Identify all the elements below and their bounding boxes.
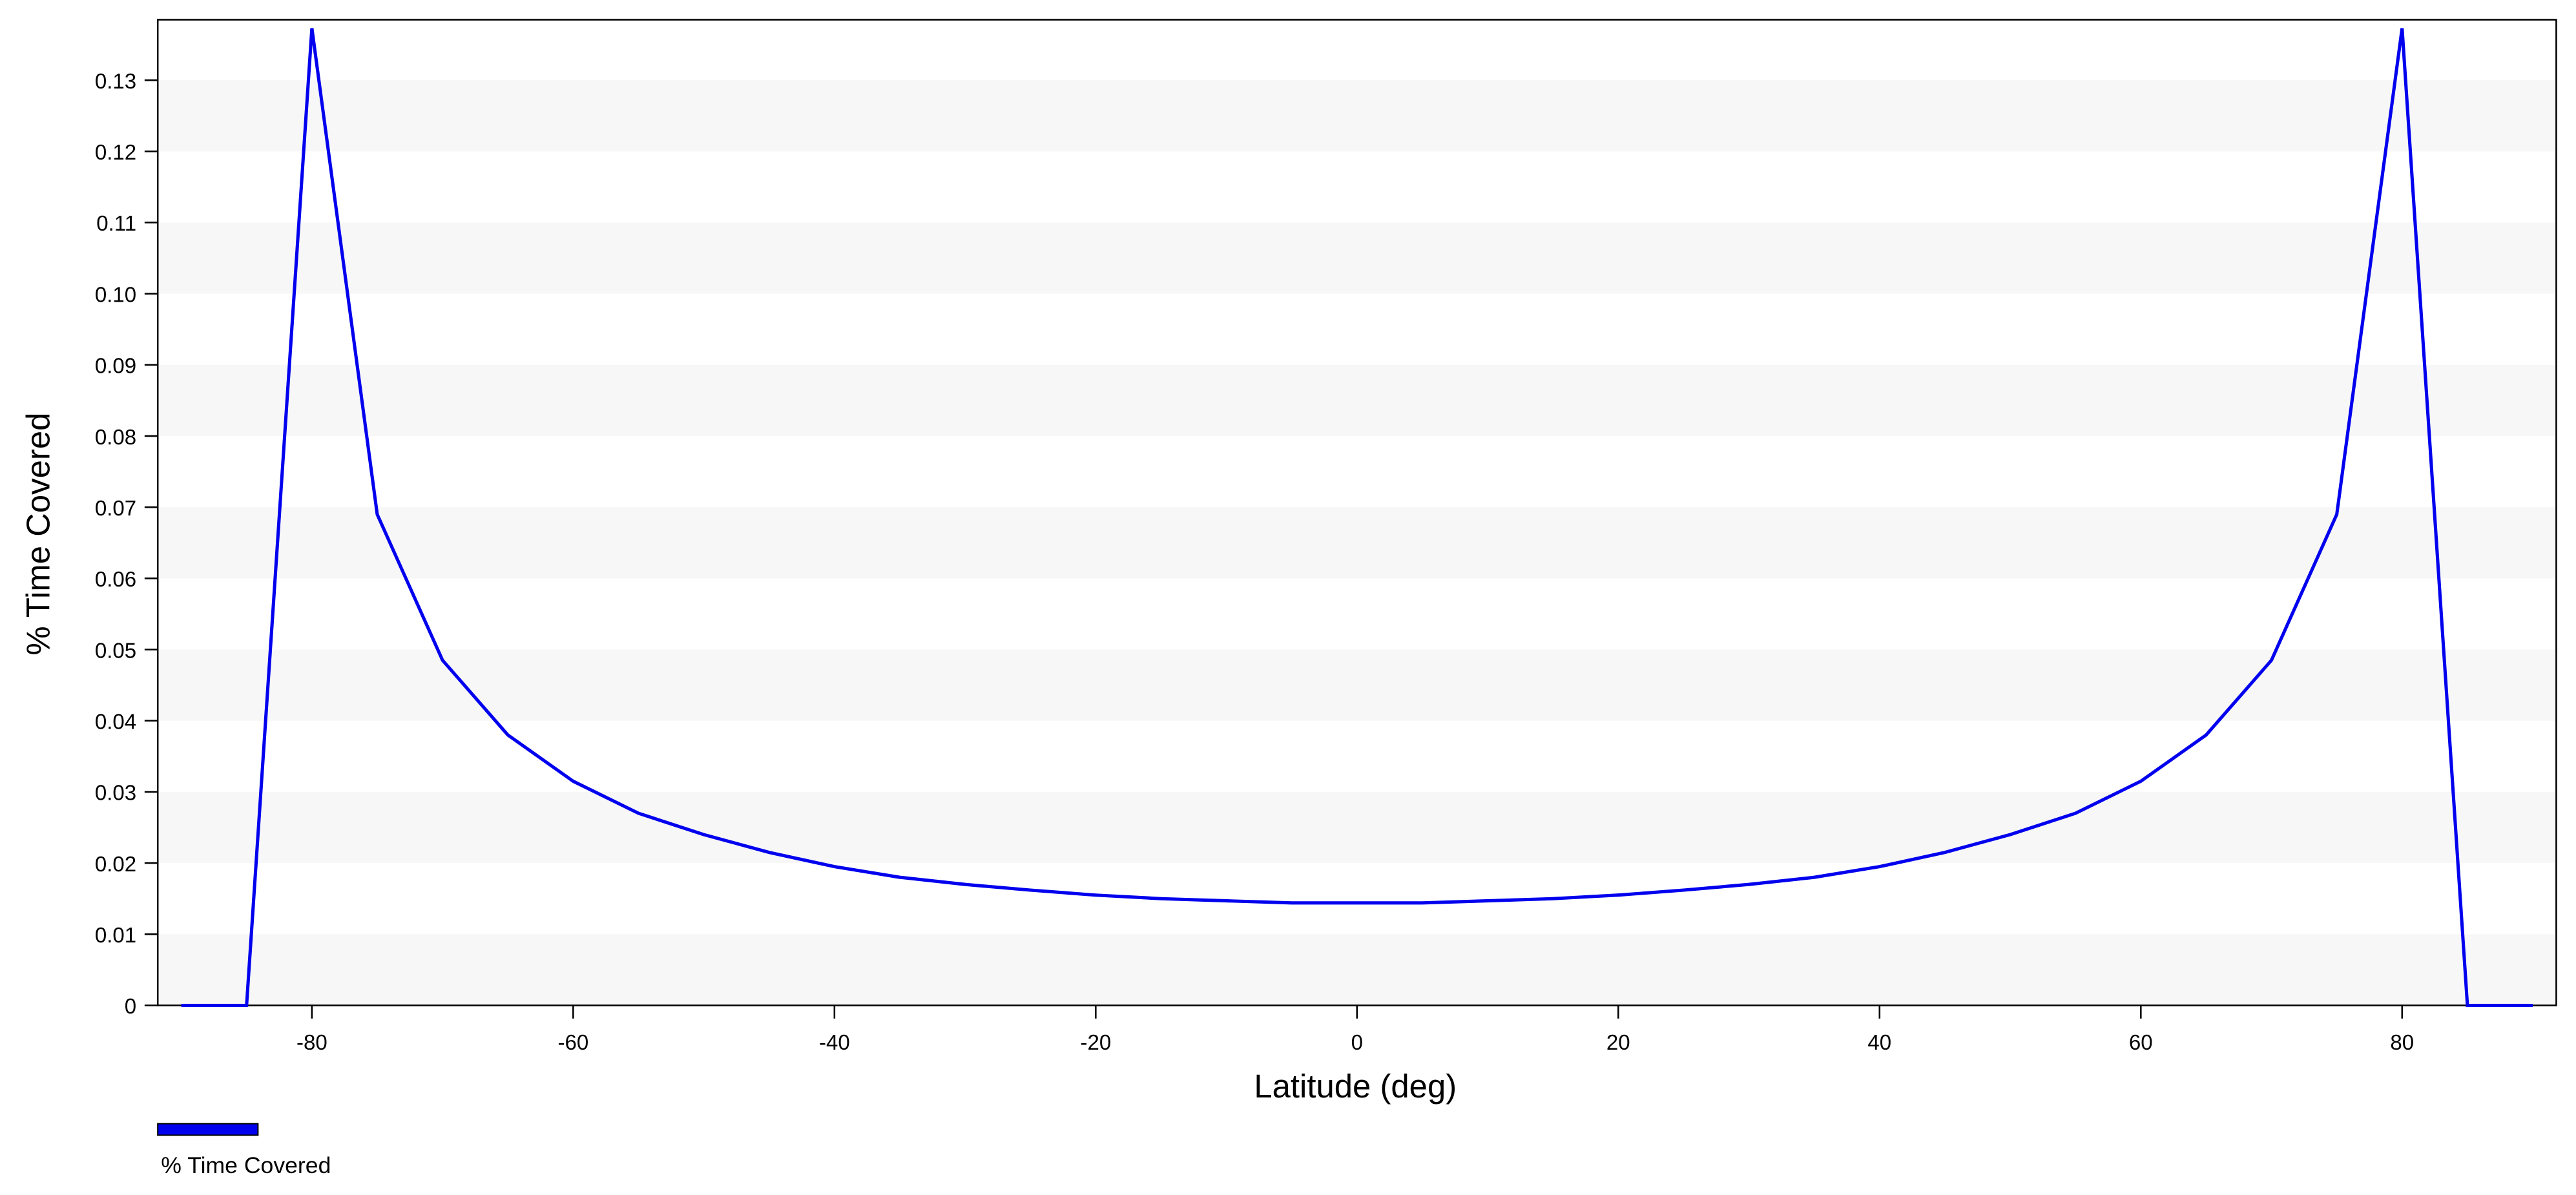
y-tick-label: 0.11 — [96, 212, 136, 236]
x-tick-label: 60 — [2129, 1031, 2153, 1055]
grid-band — [158, 222, 2557, 294]
y-tick-label: 0.01 — [95, 924, 136, 948]
y-tick-label: 0.03 — [95, 782, 136, 805]
x-tick-label: 20 — [1606, 1031, 1630, 1055]
y-tick-label: 0.10 — [95, 283, 136, 307]
grid-band — [158, 507, 2557, 579]
y-tick-label: 0.12 — [95, 141, 136, 165]
data-line — [181, 28, 2533, 1008]
x-tick-label: -40 — [819, 1031, 850, 1055]
y-axis-label: % Time Covered — [19, 413, 56, 656]
y-tick-label: 0.04 — [95, 711, 136, 734]
y-tick-label: 0.09 — [95, 355, 136, 379]
y-tick-label: 0 — [125, 995, 136, 1019]
legend-label: % Time Covered — [161, 1152, 331, 1178]
x-tick-label: -60 — [557, 1031, 588, 1055]
grid-band — [158, 649, 2557, 721]
legend-swatch — [157, 1123, 259, 1136]
grid-band — [158, 80, 2557, 152]
grid-band — [158, 364, 2557, 437]
y-tick-label: 0.02 — [95, 853, 136, 877]
x-tick-label: 40 — [1867, 1031, 1891, 1055]
y-tick-label: 0.06 — [95, 568, 136, 592]
x-tick-label: 0 — [1351, 1031, 1363, 1055]
x-tick-label: -20 — [1080, 1031, 1111, 1055]
x-tick-label: -80 — [296, 1031, 327, 1055]
grid-band — [158, 934, 2557, 1006]
y-tick-label: 0.05 — [95, 639, 136, 663]
x-axis-label: Latitude (deg) — [1254, 1068, 1457, 1105]
x-tick-label: 80 — [2390, 1031, 2414, 1055]
y-tick-label: 0.07 — [95, 497, 136, 521]
grid-band — [158, 791, 2557, 864]
y-tick-label: 0.13 — [95, 70, 136, 94]
y-tick-label: 0.08 — [95, 426, 136, 450]
